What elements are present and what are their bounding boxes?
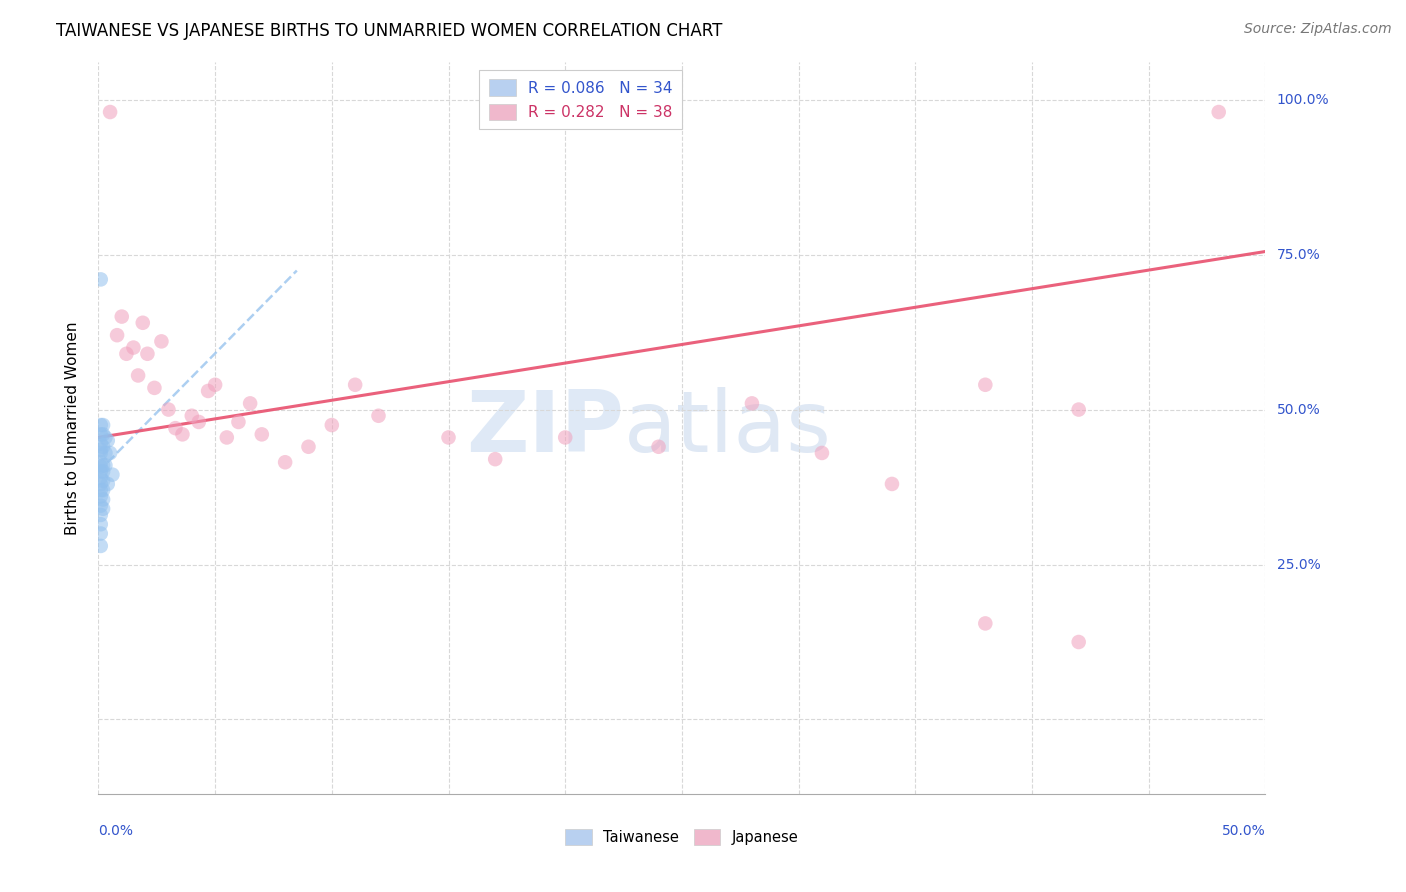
Point	[741, 396, 763, 410]
Legend: Taiwanese, Japanese: Taiwanese, Japanese	[558, 822, 806, 853]
Point	[90, 508, 112, 522]
Point	[90, 526, 112, 541]
Point	[880, 477, 903, 491]
Point	[367, 409, 389, 423]
Text: TAIWANESE VS JAPANESE BIRTHS TO UNMARRIED WOMEN CORRELATION CHART: TAIWANESE VS JAPANESE BIRTHS TO UNMARRIE…	[56, 22, 723, 40]
Point	[90, 483, 112, 497]
Point	[90, 471, 112, 485]
Point	[111, 310, 134, 324]
Point	[1208, 105, 1230, 120]
Point	[91, 465, 114, 479]
Point	[228, 415, 250, 429]
Point	[437, 430, 460, 444]
Point	[91, 474, 114, 488]
Point	[274, 455, 297, 469]
Point	[94, 430, 117, 444]
Text: Source: ZipAtlas.com: Source: ZipAtlas.com	[1244, 22, 1392, 37]
Point	[132, 316, 155, 330]
Point	[90, 272, 112, 286]
Point	[91, 440, 114, 454]
Text: 100.0%: 100.0%	[1277, 93, 1329, 107]
Point	[97, 477, 120, 491]
Y-axis label: Births to Unmarried Women: Births to Unmarried Women	[65, 321, 80, 535]
Point	[101, 467, 124, 482]
Point	[105, 328, 128, 343]
Point	[115, 347, 138, 361]
Point	[172, 427, 194, 442]
Point	[1067, 402, 1090, 417]
Point	[91, 501, 114, 516]
Point	[90, 539, 112, 553]
Point	[180, 409, 202, 423]
Point	[91, 492, 114, 507]
Point	[143, 381, 166, 395]
Text: 75.0%: 75.0%	[1277, 248, 1320, 261]
Point	[239, 396, 262, 410]
Point	[250, 427, 273, 442]
Text: 25.0%: 25.0%	[1277, 558, 1320, 572]
Point	[90, 436, 112, 450]
Point	[127, 368, 149, 383]
Point	[484, 452, 506, 467]
Point	[91, 418, 114, 433]
Point	[98, 105, 121, 120]
Point	[165, 421, 187, 435]
Point	[90, 499, 112, 513]
Point	[97, 434, 120, 448]
Point	[91, 483, 114, 497]
Point	[1067, 635, 1090, 649]
Point	[647, 440, 669, 454]
Point	[136, 347, 159, 361]
Text: 50.0%: 50.0%	[1222, 824, 1265, 838]
Point	[811, 446, 834, 460]
Point	[90, 442, 112, 457]
Point	[90, 517, 112, 532]
Text: atlas: atlas	[624, 386, 831, 470]
Point	[187, 415, 209, 429]
Point	[321, 418, 343, 433]
Text: ZIP: ZIP	[465, 386, 624, 470]
Point	[974, 377, 997, 392]
Point	[90, 477, 112, 491]
Point	[157, 402, 180, 417]
Point	[98, 446, 121, 460]
Point	[91, 427, 114, 442]
Point	[94, 446, 117, 460]
Point	[150, 334, 173, 349]
Point	[122, 341, 145, 355]
Point	[90, 418, 112, 433]
Point	[90, 465, 112, 479]
Text: 0.0%: 0.0%	[98, 824, 134, 838]
Point	[91, 458, 114, 473]
Point	[94, 458, 117, 473]
Point	[90, 455, 112, 469]
Point	[90, 446, 112, 460]
Point	[197, 384, 219, 398]
Point	[974, 616, 997, 631]
Point	[90, 427, 112, 442]
Point	[90, 489, 112, 503]
Point	[344, 377, 367, 392]
Point	[204, 377, 226, 392]
Point	[554, 430, 576, 444]
Point	[215, 430, 238, 444]
Point	[90, 459, 112, 474]
Text: 50.0%: 50.0%	[1277, 402, 1320, 417]
Point	[297, 440, 319, 454]
